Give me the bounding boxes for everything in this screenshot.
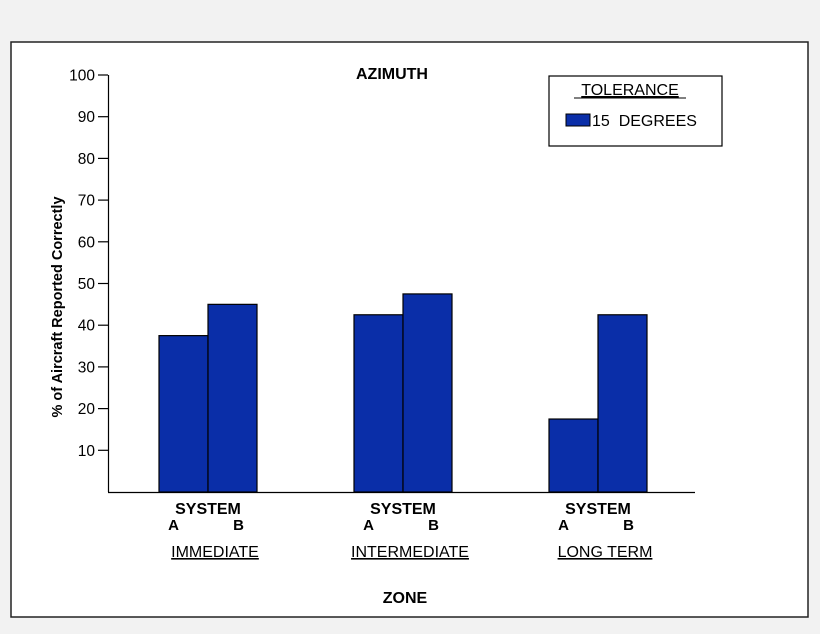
y-tick-label: 100 xyxy=(69,68,95,85)
x-axis-label: ZONE xyxy=(383,590,428,607)
y-axis-ticks: 10 20 30 40 50 60 70 80 90 100 xyxy=(69,68,108,460)
y-tick-label: 90 xyxy=(78,109,96,126)
y-tick-label: 60 xyxy=(78,234,96,251)
bar-immediate-system-b xyxy=(207,303,258,493)
system-letter-label: A xyxy=(168,517,179,534)
system-label: SYSTEM xyxy=(175,501,241,518)
legend-entry-label: 15 DEGREES xyxy=(592,113,697,130)
y-tick-label: 40 xyxy=(78,318,96,335)
y-axis-label: % of Aircraft Reported Correctly xyxy=(50,196,66,417)
zone-label: IMMEDIATE xyxy=(171,544,259,561)
bar-immediate-system-a xyxy=(158,335,209,493)
legend: TOLERANCE 15 DEGREES xyxy=(548,75,723,147)
blank-label-box xyxy=(702,524,740,540)
system-letter-label: B xyxy=(233,517,244,534)
y-tick-label: 80 xyxy=(78,151,96,168)
legend-swatch xyxy=(565,113,591,127)
bar-long-term-system-b xyxy=(597,314,648,493)
system-label: SYSTEM xyxy=(565,501,631,518)
bar-long-term-system-a xyxy=(548,418,599,493)
y-tick-label: 70 xyxy=(78,193,96,210)
bar-intermediate-system-a xyxy=(353,314,404,493)
zone-label: LONG TERM xyxy=(558,544,653,561)
system-letter-label: A xyxy=(558,517,569,534)
legend-title: TOLERANCE xyxy=(581,82,679,99)
system-label: SYSTEM xyxy=(370,501,436,518)
y-tick-label: 20 xyxy=(78,401,96,418)
bars-layer xyxy=(158,293,648,493)
system-letter-label: A xyxy=(363,517,374,534)
legend-box xyxy=(548,75,723,147)
y-tick-label: 30 xyxy=(78,359,96,376)
system-letter-label: B xyxy=(428,517,439,534)
y-tick-label: 50 xyxy=(78,276,96,293)
y-tick-label: 10 xyxy=(78,443,96,460)
chart-title: AZIMUTH xyxy=(356,66,428,83)
system-letter-label: B xyxy=(623,517,634,534)
zone-label: INTERMEDIATE xyxy=(351,544,469,561)
bar-intermediate-system-b xyxy=(402,293,453,493)
